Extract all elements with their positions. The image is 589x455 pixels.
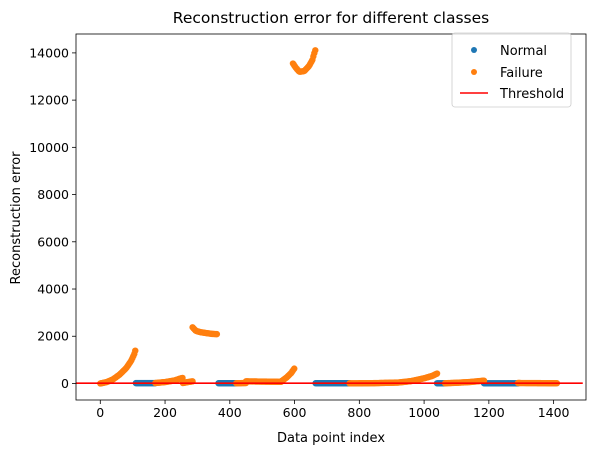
point-failure — [480, 377, 488, 384]
legend-marker-failure — [471, 69, 477, 75]
x-axis-label: Data point index — [277, 431, 385, 446]
y-axis: 0 2000 4000 6000 8000 10000 12000 14000 — [29, 45, 76, 391]
y-tick-label: 2000 — [37, 329, 69, 344]
x-tick-label: 600 — [283, 405, 307, 420]
y-tick-label: 12000 — [29, 93, 69, 108]
point-failure — [213, 330, 221, 338]
y-tick-label: 14000 — [29, 45, 69, 60]
y-tick-label: 8000 — [37, 187, 69, 202]
legend: Normal Failure Threshold — [451, 32, 572, 108]
axes-frame — [75, 33, 587, 401]
legend-box — [451, 32, 572, 108]
x-tick-label: 400 — [218, 405, 242, 420]
x-tick-label: 1200 — [473, 405, 505, 420]
x-tick-label: 200 — [153, 405, 177, 420]
point-failure — [312, 47, 319, 54]
legend-label-threshold: Threshold — [499, 87, 564, 102]
point-failure — [433, 370, 441, 377]
chart-title: Reconstruction error for different class… — [173, 9, 489, 27]
point-failure — [132, 347, 139, 354]
x-tick-label: 1400 — [538, 405, 570, 420]
plot-marks — [76, 47, 583, 387]
x-tick-label: 800 — [347, 405, 371, 420]
x-axis: 0 200 400 600 800 1000 1200 1400 — [96, 400, 570, 420]
y-tick-label: 0 — [61, 376, 69, 391]
y-tick-label: 10000 — [29, 140, 69, 155]
legend-label-normal: Normal — [500, 44, 547, 59]
y-axis-label: Reconstruction error — [9, 151, 24, 285]
legend-marker-normal — [471, 47, 477, 53]
point-failure — [291, 365, 298, 372]
x-tick-label: 1000 — [408, 405, 440, 420]
x-tick-label: 0 — [96, 405, 104, 420]
y-tick-label: 4000 — [37, 282, 69, 297]
legend-label-failure: Failure — [500, 66, 543, 81]
y-tick-label: 6000 — [37, 234, 69, 249]
